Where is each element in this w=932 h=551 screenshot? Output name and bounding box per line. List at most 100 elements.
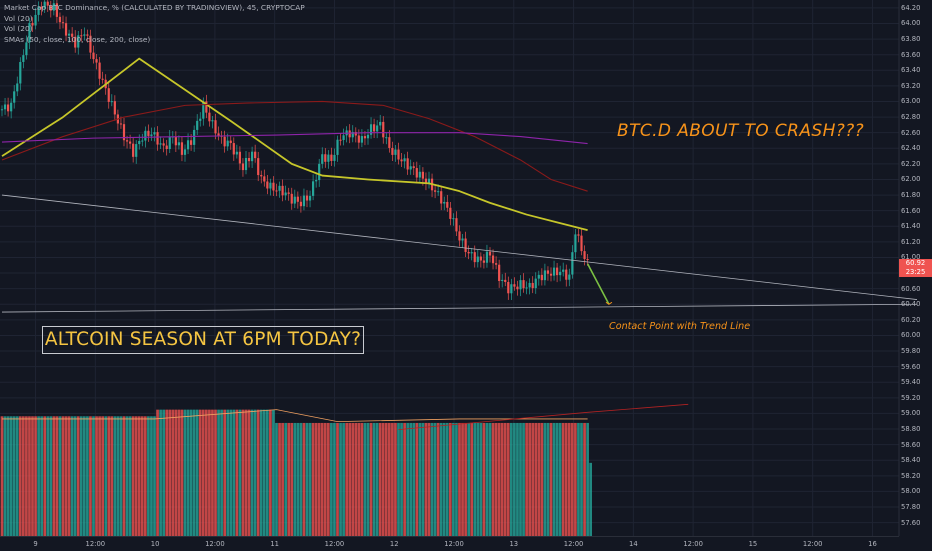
candle-body [565,269,568,280]
price-tick-label: 58.00 [901,487,921,496]
volume-bar [119,416,123,536]
time-tick-label: 12:00 [683,540,703,548]
volume-bar [510,422,513,536]
volume-bar [589,462,592,536]
time-tick-label: 12:00 [802,540,823,548]
candle-body [293,196,296,204]
volume-bar [418,422,422,536]
candle-body [211,120,214,122]
price-tick-label: 57.60 [901,518,921,527]
volume-bar [156,409,159,536]
price-tick-label: 64.20 [901,3,921,12]
volume-bar [150,416,153,536]
candle-body [412,166,415,169]
annotation-crash[interactable]: BTC.D ABOUT TO CRASH??? [617,121,865,141]
candle-body [205,101,208,113]
volume-bar [296,422,300,536]
candle-body [427,178,431,184]
volume-bar [369,422,373,536]
volume-bar [522,422,525,536]
volume-bar [183,409,187,536]
candle-body [577,234,580,236]
time-axis[interactable]: 9 12:00 10 12:00 11 12:00 12 12:00 13 12:00 14 12:0… [0,536,899,551]
volume-bar [177,409,181,536]
volume-bar [406,422,409,536]
price-tick-label: 61.20 [901,237,921,246]
volume-bar [253,409,257,536]
volume-bar [470,422,474,536]
volume-bar [424,422,428,536]
candle-body [269,182,272,189]
candle-body [488,251,492,256]
candle-body [455,218,458,232]
candle-body [373,124,376,132]
legend-smas[interactable]: SMAs (50, close, 100, close, 200, close) [4,34,151,44]
candle-body [434,190,437,192]
volume-bar [473,422,477,536]
candle-body [135,144,138,157]
volume-bar [262,409,266,536]
candle-body [89,35,92,53]
volume-bar [583,422,586,536]
volume-bar [101,416,104,536]
candle-body [278,185,281,191]
price-tick-label: 60.20 [901,315,921,324]
candle-body [190,140,193,145]
price-tick-label: 63.00 [901,97,921,106]
legend-volume-2[interactable]: Vol (20) [4,24,33,34]
candle-body [379,121,382,126]
volume-bar [28,416,31,536]
candle-body [232,143,235,155]
candle-body [339,139,342,141]
candle-body [559,271,562,276]
legend-title[interactable]: Market Cap BTC Dominance, % (CALCULATED … [4,3,305,12]
candle-body [19,61,22,84]
price-tick-label: 61.40 [901,222,921,231]
time-tick-label: 10 [150,540,160,548]
volume-bar [67,416,71,536]
volume-bar [269,409,272,536]
candle-body [214,120,217,134]
candle-body [37,6,40,15]
volume-bar [98,416,101,536]
candle-body [113,101,116,115]
candle-body [302,195,306,207]
candle-body [510,284,513,294]
volume-bar [89,416,92,536]
volume-bar [400,422,403,536]
volume-bar [18,416,22,536]
projection-line [586,263,613,305]
volume-bar [421,422,425,536]
volume-bar [500,422,504,536]
volume-bar [513,422,516,536]
annotation-contact-point[interactable]: Contact Point with Trend Line [609,321,751,332]
volume-bar [574,422,577,536]
candle-body [13,91,16,103]
volume-bar [223,409,226,536]
volume-bar [31,416,34,536]
candle-body [43,1,46,9]
candle-body [144,130,147,141]
volume-bar [15,416,19,536]
volume-bar [290,422,294,536]
candle-body [244,158,248,171]
volume-bar [430,422,434,536]
candle-body [324,154,327,162]
candle-body [391,147,394,155]
volume-bar [232,409,236,536]
candle-body [360,136,363,143]
candle-body [363,136,367,139]
volume-ma-line-2 [398,403,689,430]
candle-body [129,141,132,144]
annotation-altcoin-box[interactable]: ALTCOIN SEASON AT 6PM TODAY? [42,326,364,354]
legend-volume-1[interactable]: Vol (20) [4,13,33,23]
volume-bar [409,422,413,536]
volume-bar [171,409,175,536]
volume-bar [131,416,135,536]
candle-body [52,3,55,11]
price-tick-label: 59.20 [901,393,921,402]
volume-histogram [0,409,592,536]
candle-body [281,185,284,196]
volume-bar [561,422,565,536]
